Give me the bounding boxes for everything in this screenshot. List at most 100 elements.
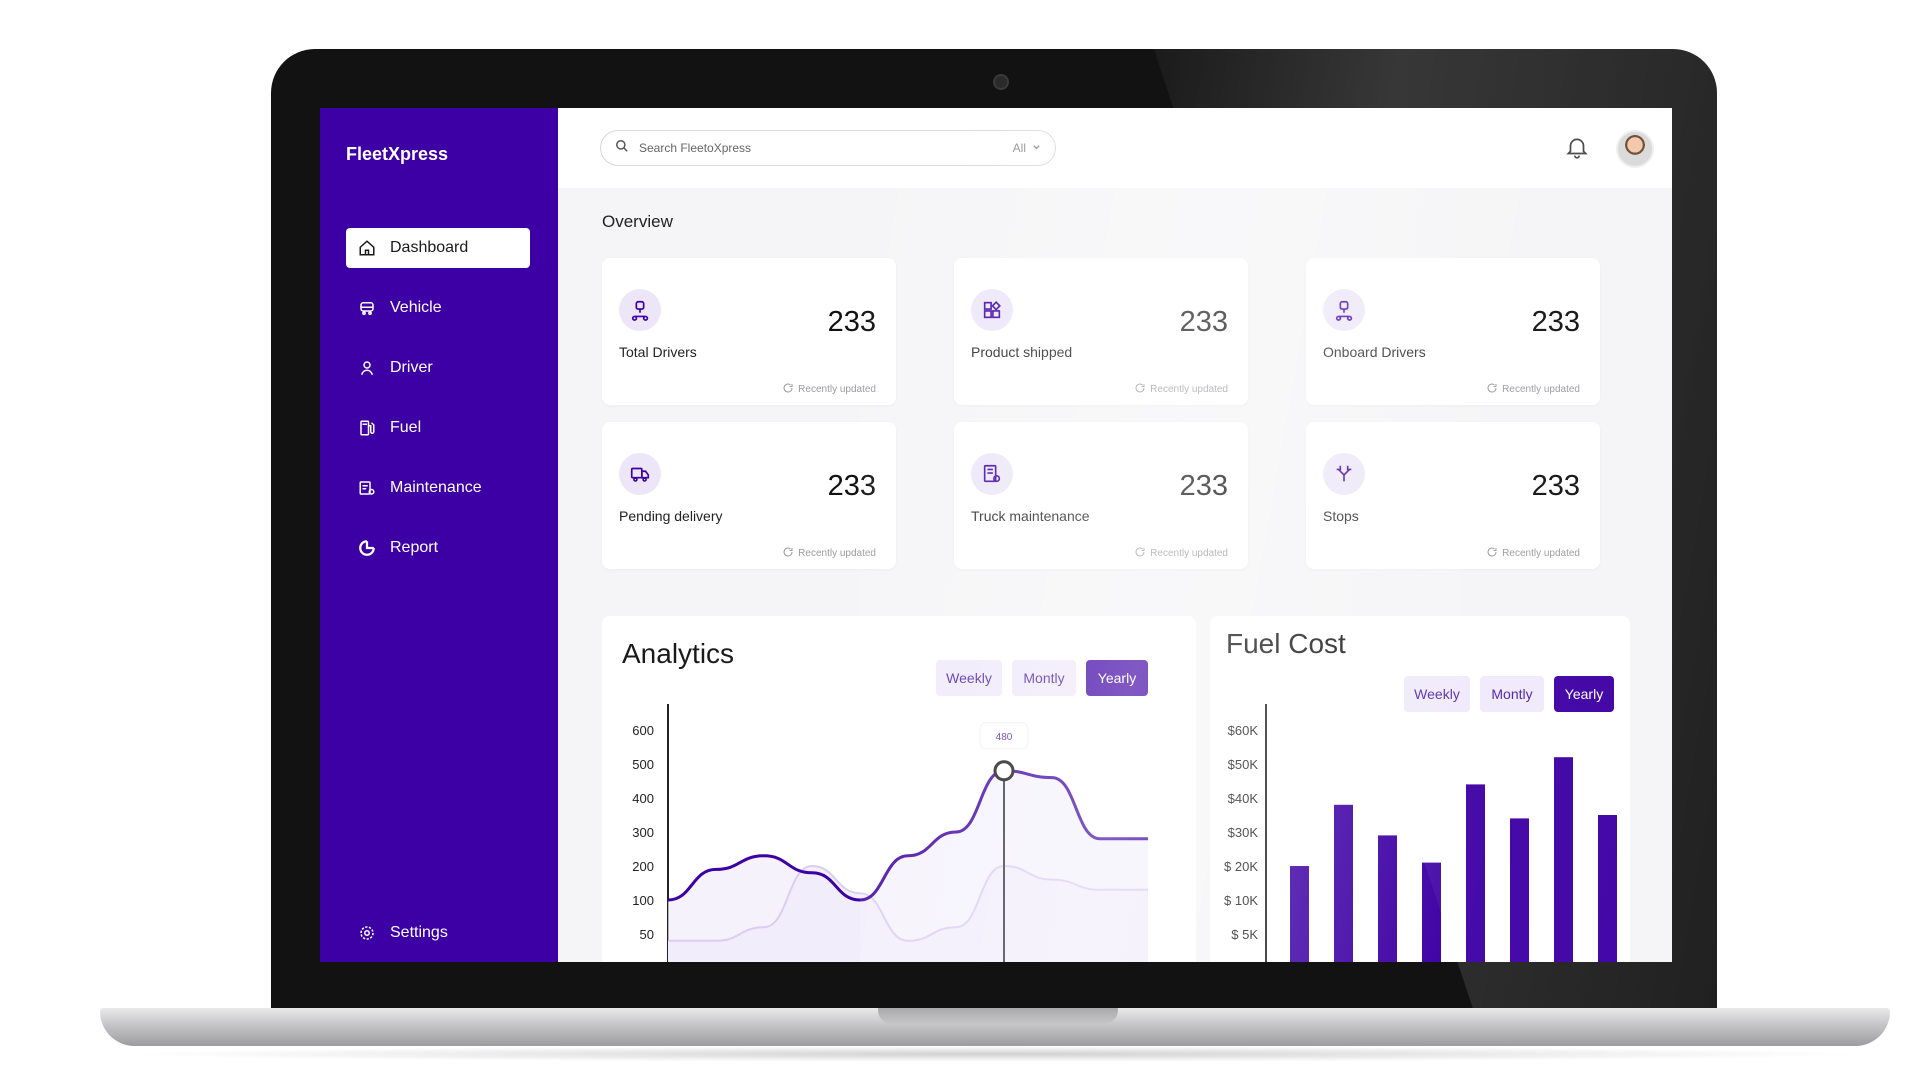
- y-tick-label: 50: [640, 927, 654, 942]
- chevron-down-icon: [1032, 141, 1041, 155]
- user-icon: [358, 359, 376, 377]
- sidebar: FleetXpress Dashboard Vehicle: [320, 108, 558, 962]
- fuel-bar: [1466, 784, 1485, 962]
- search-filter-dropdown[interactable]: All: [1013, 141, 1041, 155]
- sidebar-item-driver[interactable]: Driver: [346, 348, 530, 388]
- y-tick-label: 100: [632, 893, 654, 908]
- stat-value: 233: [1531, 306, 1580, 338]
- analytics-range-weekly[interactable]: Weekly: [936, 660, 1002, 696]
- analytics-title: Analytics: [622, 638, 735, 669]
- car-icon: [358, 299, 376, 317]
- bell-icon[interactable]: [1564, 134, 1590, 160]
- stat-label: Pending delivery: [619, 508, 723, 524]
- y-tick-label: 500: [632, 757, 654, 772]
- sidebar-item-maintenance[interactable]: Maintenance: [346, 468, 530, 508]
- stat-label: Product shipped: [971, 344, 1073, 360]
- y-tick-label: $ 10K: [1224, 893, 1258, 908]
- y-tick-label: $50K: [1228, 757, 1259, 772]
- stat-card-product-shipped[interactable]: 233 Product shipped Recently updated: [954, 258, 1248, 405]
- updated-status: Recently updated: [782, 382, 876, 397]
- stat-card-total-drivers[interactable]: 233 Total Drivers Recently updated: [602, 258, 896, 405]
- tooltip-value: 480: [996, 732, 1013, 743]
- report-icon: [358, 539, 376, 557]
- fuel-icon: [358, 419, 376, 437]
- y-tick-label: $60K: [1228, 723, 1259, 738]
- analytics-chart[interactable]: 600 500 400 300 200 100 50 480: [602, 616, 1196, 962]
- sidebar-item-label: Dashboard: [390, 239, 469, 256]
- sidebar-item-dashboard[interactable]: Dashboard: [346, 228, 530, 268]
- y-tick-label: 600: [632, 723, 654, 738]
- updated-status: Recently updated: [1134, 382, 1228, 397]
- sidebar-item-vehicle[interactable]: Vehicle: [346, 288, 530, 328]
- sidebar-item-label: Driver: [390, 359, 433, 376]
- stat-value: 233: [1179, 306, 1228, 338]
- product-icon: [971, 289, 1013, 331]
- stat-value: 233: [1179, 470, 1228, 502]
- fuel-range-monthly[interactable]: Montly: [1480, 676, 1544, 712]
- fuel-cost-chart[interactable]: $60K $50K $40K $30K $ 20K $ 10K $ 5K: [1210, 616, 1630, 962]
- topbar: Search FleetoXpress All: [558, 108, 1672, 188]
- laptop-lid: FleetXpress Dashboard Vehicle: [271, 49, 1717, 1011]
- y-tick-label: $30K: [1228, 825, 1259, 840]
- fuel-cost-panel: Fuel Cost Weekly Montly Yearly $60K $50K $…: [1210, 616, 1630, 962]
- updated-status: Recently updated: [1486, 382, 1580, 397]
- updated-text: Recently updated: [798, 548, 876, 559]
- avatar[interactable]: [1616, 130, 1654, 168]
- updated-text: Recently updated: [1502, 548, 1580, 559]
- stat-label: Total Drivers: [619, 344, 697, 360]
- series-1-line: [667, 769, 1148, 902]
- series-2-line: [667, 864, 1148, 942]
- search-bar[interactable]: Search FleetoXpress All: [600, 130, 1056, 166]
- fuel-range-yearly[interactable]: Yearly: [1554, 676, 1614, 712]
- fuel-bar: [1290, 866, 1309, 962]
- sidebar-item-settings[interactable]: Settings: [358, 924, 448, 942]
- refresh-icon: [1486, 382, 1502, 397]
- fuel-bar: [1510, 818, 1529, 962]
- home-icon: [358, 239, 376, 257]
- sidebar-item-label: Fuel: [390, 419, 422, 436]
- y-tick-label: $40K: [1228, 791, 1259, 806]
- brand-logo[interactable]: FleetXpress: [346, 144, 449, 164]
- stat-label: Onboard Drivers: [1323, 344, 1426, 360]
- stat-card-onboard-drivers[interactable]: 233 Onboard Drivers Recently updated: [1306, 258, 1600, 405]
- webcam: [993, 74, 1009, 90]
- truck-icon: [619, 453, 661, 495]
- fuel-bar: [1422, 862, 1441, 962]
- updated-text: Recently updated: [798, 384, 876, 395]
- sidebar-item-label: Report: [390, 539, 439, 556]
- driver-icon: [1323, 289, 1365, 331]
- maintenance-icon: [358, 479, 376, 497]
- series-1-area: [668, 770, 1148, 962]
- stat-card-truck-maintenance[interactable]: 233 Truck maintenance Recently updated: [954, 422, 1248, 569]
- analytics-range-yearly[interactable]: Yearly: [1086, 660, 1148, 696]
- page-title: Overview: [602, 212, 673, 231]
- laptop-base: [100, 1008, 1890, 1046]
- fuel-range-weekly[interactable]: Weekly: [1404, 676, 1470, 712]
- refresh-icon: [782, 546, 798, 561]
- updated-text: Recently updated: [1150, 548, 1228, 559]
- analytics-range-monthly[interactable]: Montly: [1012, 660, 1076, 696]
- tooltip-box: [979, 722, 1029, 750]
- maintenance-doc-icon: [971, 453, 1013, 495]
- refresh-icon: [1134, 382, 1150, 397]
- stat-card-stops[interactable]: 233 Stops Recently updated: [1306, 422, 1600, 569]
- stat-label: Truck maintenance: [971, 508, 1090, 524]
- refresh-icon: [782, 382, 798, 397]
- gear-icon: [358, 924, 376, 942]
- laptop-notch: [878, 1008, 1118, 1024]
- sidebar-item-fuel[interactable]: Fuel: [346, 408, 530, 448]
- y-tick-label: 300: [632, 825, 654, 840]
- highlight-point: [993, 760, 1015, 782]
- driver-icon: [619, 289, 661, 331]
- search-input[interactable]: Search FleetoXpress: [639, 141, 752, 155]
- sidebar-item-label: Vehicle: [390, 299, 442, 316]
- sidebar-item-report[interactable]: Report: [346, 528, 530, 568]
- sidebar-nav: Dashboard Vehicle Driver: [346, 228, 530, 588]
- search-filter-value: All: [1012, 141, 1026, 155]
- fuel-bar: [1378, 835, 1397, 962]
- analytics-panel: Analytics Weekly Montly Yearly 600 500 400…: [602, 616, 1196, 962]
- stat-card-pending-delivery[interactable]: 233 Pending delivery Recently updated: [602, 422, 896, 569]
- updated-status: Recently updated: [782, 546, 876, 561]
- stat-value: 233: [827, 306, 876, 338]
- sidebar-item-label: Maintenance: [390, 479, 482, 496]
